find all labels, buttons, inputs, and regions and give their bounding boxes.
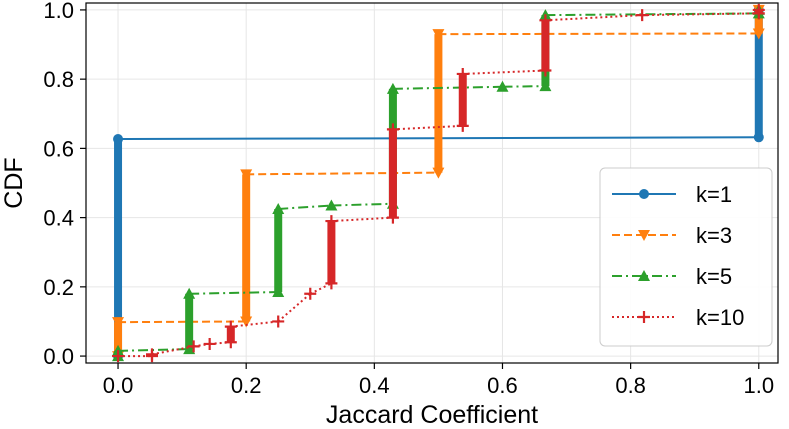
- y-tick-label-1: 0.2: [43, 275, 74, 300]
- series-k=10-point-8: [304, 287, 317, 300]
- legend-box: [599, 167, 773, 347]
- legend-label-k=3: k=3: [696, 223, 732, 248]
- series-k=10-segment-6: [230, 320, 279, 328]
- series-k=5-point-8: [386, 82, 399, 94]
- legend-item-k=3: k=3: [612, 223, 732, 248]
- series-k=10-point-12: [386, 123, 399, 136]
- series-k=3-point-1: [112, 317, 125, 329]
- series-k=5-point-6: [325, 199, 338, 211]
- series-k=5-segment-11: [545, 12, 759, 17]
- series-k=3-point-6: [752, 28, 765, 40]
- x-tick-label-4: 0.8: [615, 373, 646, 398]
- axis-ticks: 0.0 0.2 0.4 0.6 0.8 1.0 0.0 0.2 0.4 0.6 0.8 1.0: [43, 0, 774, 398]
- series-k=10-point-15: [539, 64, 552, 77]
- series-layer: [112, 3, 765, 363]
- y-tick-label-0: 0.0: [43, 344, 74, 369]
- series-k=10-point-17: [636, 9, 649, 22]
- series-k=10-point-19: [752, 3, 765, 16]
- series-k=5-segment-1: [118, 348, 190, 352]
- series-k=1-point-2: [753, 132, 764, 143]
- series-k=10-point-14: [456, 67, 469, 80]
- series-k=10-point-11: [386, 211, 399, 224]
- y-tick-label-3: 0.6: [43, 136, 74, 161]
- series-k=10-point-7: [272, 315, 285, 328]
- series-k=10-segment-7: [277, 293, 311, 323]
- legend-marker-k=1: [639, 189, 649, 199]
- y-tick-label-4: 0.8: [43, 67, 74, 92]
- series-k=10-point-4: [203, 337, 216, 350]
- series-k=10-point-10: [325, 215, 338, 228]
- legend: k=1 k=3 k=5 k=10: [599, 167, 773, 347]
- series-k=5-segment-9: [502, 85, 546, 88]
- x-axis-label: Jaccard Coefficient: [326, 401, 538, 429]
- series-k=5-point-3: [183, 287, 196, 299]
- series-k=10-segment-8: [309, 282, 332, 295]
- series-k=1-point-1: [113, 134, 124, 145]
- legend-marker-k=10: [638, 311, 650, 323]
- series-k=10-point-0: [112, 350, 125, 363]
- series-k=5-segment-6: [331, 202, 393, 207]
- legend-label-k=1: k=1: [696, 182, 732, 207]
- series-k=3-point-5: [432, 29, 445, 41]
- series-k=3-segment-1: [118, 320, 247, 324]
- series-k=10-point-2: [145, 348, 158, 361]
- series-k=5-point-4: [272, 286, 285, 298]
- y-tick-label-5: 1.0: [43, 0, 74, 23]
- series-k=5-point-2: [183, 343, 196, 355]
- legend-marker-k=3: [638, 230, 650, 241]
- series-k=3-segment-3: [246, 171, 439, 176]
- series-k=10-segment-14: [462, 69, 546, 75]
- series-k=10-point-16: [539, 14, 552, 27]
- legend-label-k=5: k=5: [696, 264, 732, 289]
- series-k=3-point-4: [432, 167, 445, 179]
- x-tick-label-2: 0.4: [359, 373, 390, 398]
- series-k=3-point-2: [240, 316, 253, 328]
- y-axis-label: CDF: [0, 157, 28, 208]
- series-k=3-point-3: [240, 169, 253, 181]
- series-k=5-point-5: [272, 202, 285, 214]
- series-k=10: [112, 3, 765, 363]
- series-k=5-segment-8: [392, 85, 503, 90]
- series-k=10-point-6: [224, 320, 237, 333]
- series-k=5-segment-3: [189, 291, 279, 295]
- series-k=3-segment-5: [438, 32, 759, 36]
- x-tick-label-0: 0.0: [103, 373, 134, 398]
- legend-label-k=10: k=10: [696, 305, 744, 330]
- legend-item-k=1: k=1: [612, 182, 732, 207]
- series-k=10-segment-4: [209, 341, 231, 345]
- x-tick-label-1: 0.2: [231, 373, 262, 398]
- series-k=10-point-3: [187, 340, 200, 353]
- series-k=10-segment-2: [151, 345, 194, 356]
- y-tick-label-2: 0.4: [43, 206, 74, 231]
- series-k=10-segment-10: [331, 216, 393, 223]
- series-k=5-point-10: [539, 80, 552, 92]
- series-k=10-point-9: [325, 277, 338, 290]
- series-k=10-point-5: [224, 336, 237, 349]
- series-k=10-segment-12: [392, 124, 463, 131]
- legend-item-k=10: k=10: [612, 305, 744, 330]
- x-tick-label-3: 0.6: [487, 373, 518, 398]
- series-k=5-point-9: [496, 80, 509, 92]
- series-k=10-point-13: [456, 119, 469, 132]
- plot-frame: [85, 2, 779, 364]
- legend-item-k=5: k=5: [612, 264, 732, 289]
- legend-marker-k=5: [638, 270, 650, 281]
- series-k=5-segment-5: [278, 204, 332, 210]
- series-k=10-segment-16: [545, 14, 643, 22]
- x-tick-label-5: 1.0: [743, 373, 774, 398]
